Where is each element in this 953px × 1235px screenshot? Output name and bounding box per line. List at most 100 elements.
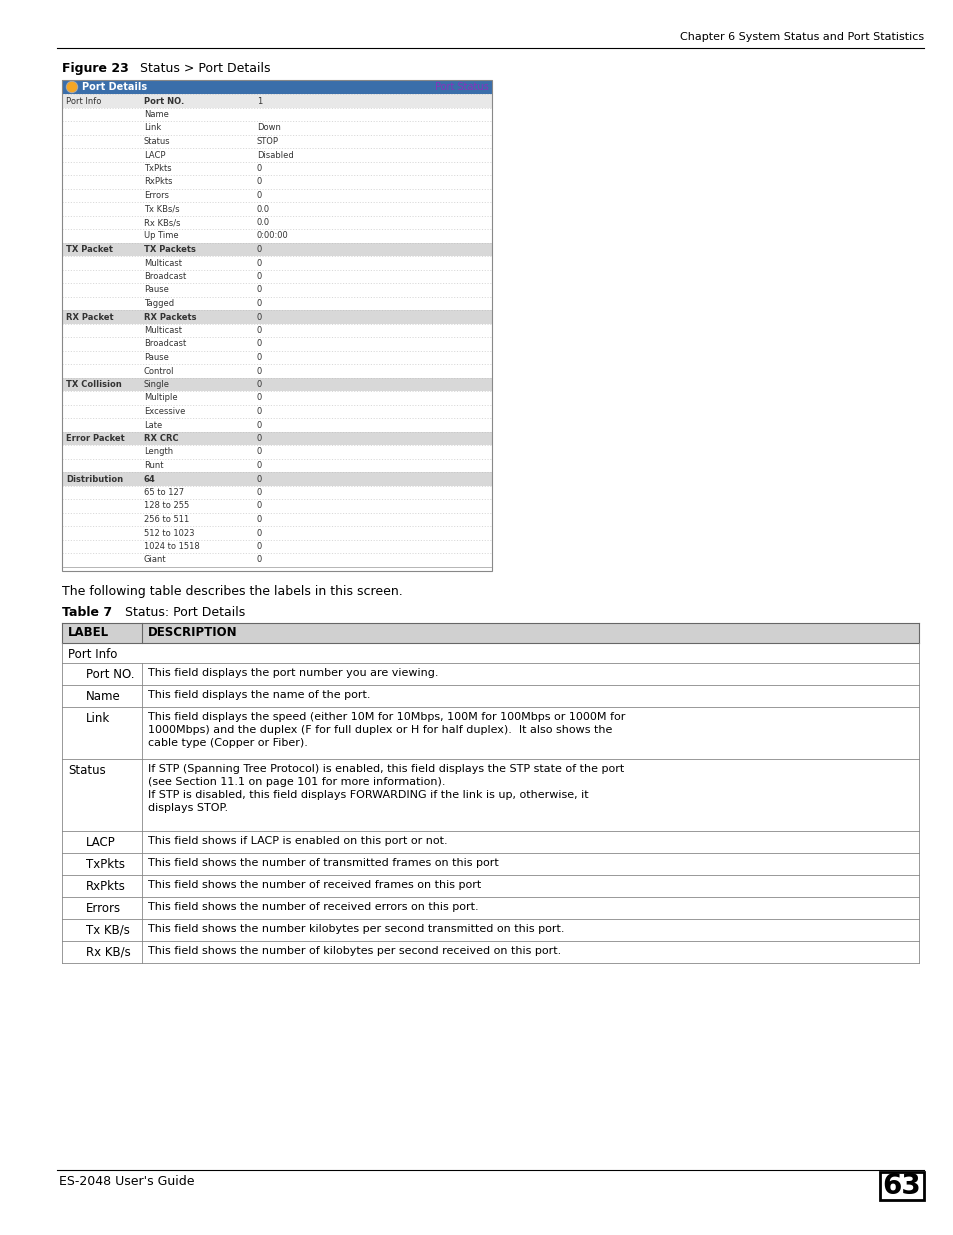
Bar <box>62 553 492 567</box>
Bar <box>62 310 492 324</box>
Text: Link: Link <box>144 124 161 132</box>
Text: Tagged: Tagged <box>144 299 174 308</box>
Text: RX CRC: RX CRC <box>144 433 178 443</box>
Text: 1024 to 1518: 1024 to 1518 <box>144 542 199 551</box>
Text: Multicast: Multicast <box>144 258 182 268</box>
Bar <box>62 830 918 852</box>
Text: Late: Late <box>144 420 162 430</box>
Text: If STP (Spanning Tree Protocol) is enabled, this field displays the STP state of: If STP (Spanning Tree Protocol) is enabl… <box>148 763 623 813</box>
Bar <box>62 499 492 513</box>
Bar <box>62 540 492 553</box>
Bar <box>62 107 492 121</box>
Text: 0: 0 <box>256 272 262 282</box>
Bar <box>62 417 492 431</box>
Text: Rx KB/s: Rx KB/s <box>86 946 131 958</box>
Text: Status > Port Details: Status > Port Details <box>132 62 271 75</box>
Text: Port NO.: Port NO. <box>144 96 184 105</box>
Text: Pause: Pause <box>144 353 169 362</box>
Text: Distribution: Distribution <box>66 474 123 483</box>
Bar <box>62 378 492 391</box>
Text: Broadcast: Broadcast <box>144 272 186 282</box>
Bar <box>62 203 492 215</box>
Text: TxPkts: TxPkts <box>86 857 125 871</box>
Bar <box>62 684 918 706</box>
Text: DESCRIPTION: DESCRIPTION <box>148 626 237 640</box>
Text: 0: 0 <box>256 447 262 457</box>
Text: Port Info: Port Info <box>68 647 117 661</box>
Text: 0: 0 <box>256 556 262 564</box>
Text: 256 to 511: 256 to 511 <box>144 515 189 524</box>
Text: Pause: Pause <box>144 285 169 294</box>
Text: Multicast: Multicast <box>144 326 182 335</box>
Bar <box>62 175 492 189</box>
Text: 0: 0 <box>256 340 262 348</box>
Text: Port Details: Port Details <box>82 83 147 93</box>
Text: 0: 0 <box>256 178 262 186</box>
Text: Errors: Errors <box>86 902 121 914</box>
Bar <box>62 485 492 499</box>
Text: Giant: Giant <box>144 556 167 564</box>
Text: ES-2048 User's Guide: ES-2048 User's Guide <box>59 1174 194 1188</box>
Text: 0: 0 <box>256 542 262 551</box>
Bar <box>62 622 918 642</box>
Text: Up Time: Up Time <box>144 231 178 241</box>
Bar <box>62 513 492 526</box>
Bar <box>62 391 492 405</box>
Bar <box>62 364 492 378</box>
Bar <box>62 351 492 364</box>
Bar <box>62 269 492 283</box>
Text: Port Info: Port Info <box>66 96 101 105</box>
Text: Chapter 6 System Status and Port Statistics: Chapter 6 System Status and Port Statist… <box>679 32 923 42</box>
Bar <box>62 296 492 310</box>
Bar <box>62 897 918 919</box>
Text: Table 7: Table 7 <box>62 606 112 620</box>
Bar <box>62 526 492 540</box>
Bar <box>62 472 492 485</box>
Text: Excessive: Excessive <box>144 408 185 416</box>
Text: Link: Link <box>86 711 111 725</box>
Text: 1: 1 <box>256 96 262 105</box>
Bar <box>62 874 918 897</box>
Text: 0: 0 <box>256 285 262 294</box>
Text: STOP: STOP <box>256 137 278 146</box>
Text: Single: Single <box>144 380 170 389</box>
Bar <box>62 256 492 269</box>
Text: This field displays the speed (either 10M for 10Mbps, 100M for 100Mbps or 1000M : This field displays the speed (either 10… <box>148 711 625 748</box>
Text: This field displays the port number you are viewing.: This field displays the port number you … <box>148 667 438 678</box>
Text: This field shows the number kilobytes per second transmitted on this port.: This field shows the number kilobytes pe… <box>148 924 564 934</box>
Text: 0.0: 0.0 <box>256 219 270 227</box>
Bar <box>62 189 492 203</box>
Text: Length: Length <box>144 447 172 457</box>
Bar <box>62 758 918 830</box>
Text: Name: Name <box>144 110 169 119</box>
Text: RX Packets: RX Packets <box>144 312 196 321</box>
Text: 0: 0 <box>256 501 262 510</box>
Bar <box>62 80 492 94</box>
Text: 0: 0 <box>256 245 262 254</box>
Text: 128 to 255: 128 to 255 <box>144 501 189 510</box>
Text: RX Packet: RX Packet <box>66 312 113 321</box>
Text: RxPkts: RxPkts <box>86 879 126 893</box>
Text: Disabled: Disabled <box>256 151 294 159</box>
Text: This field shows if LACP is enabled on this port or not.: This field shows if LACP is enabled on t… <box>148 836 447 846</box>
Text: Runt: Runt <box>144 461 163 471</box>
Text: Port Status: Port Status <box>435 83 489 93</box>
Text: This field displays the name of the port.: This field displays the name of the port… <box>148 689 370 699</box>
Text: Rx KBs/s: Rx KBs/s <box>144 219 180 227</box>
Text: Broadcast: Broadcast <box>144 340 186 348</box>
Text: The following table describes the labels in this screen.: The following table describes the labels… <box>62 584 402 598</box>
Text: Down: Down <box>256 124 280 132</box>
Bar <box>62 148 492 162</box>
Bar <box>62 919 918 941</box>
Bar <box>62 283 492 296</box>
Text: TX Packets: TX Packets <box>144 245 195 254</box>
Text: 0: 0 <box>256 326 262 335</box>
Bar <box>62 852 918 874</box>
Text: Control: Control <box>144 367 174 375</box>
Text: 0.0: 0.0 <box>256 205 270 214</box>
Text: 0: 0 <box>256 380 262 389</box>
Text: Tx KBs/s: Tx KBs/s <box>144 205 179 214</box>
Text: 0: 0 <box>256 299 262 308</box>
Text: Name: Name <box>86 689 121 703</box>
Text: 65 to 127: 65 to 127 <box>144 488 184 496</box>
